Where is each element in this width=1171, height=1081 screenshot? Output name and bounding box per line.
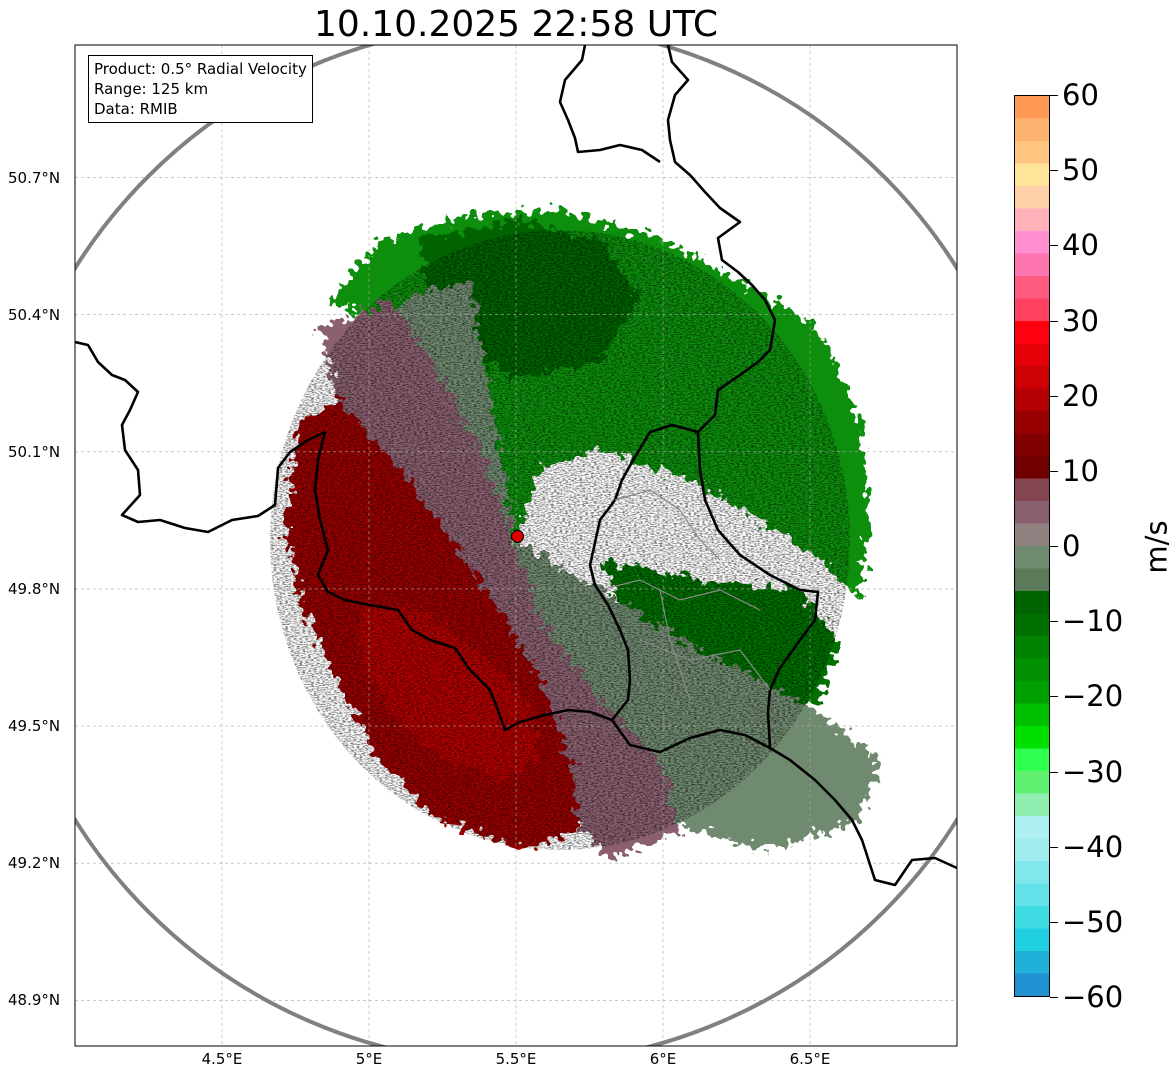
colorbar-tick-label: −30 bbox=[1062, 754, 1124, 789]
colorbar-tick-mark bbox=[1050, 846, 1058, 848]
colorbar-tick-label: 0 bbox=[1062, 529, 1081, 563]
admin-borders bbox=[599, 489, 771, 701]
colorbar-tick-label: 60 bbox=[1062, 78, 1099, 112]
colorbar-tick-label: 20 bbox=[1062, 378, 1099, 413]
colorbar-tick-label: 50 bbox=[1062, 153, 1099, 188]
echo-speckle bbox=[270, 230, 850, 850]
colorbar-tick-mark bbox=[1050, 921, 1058, 923]
colorbar-tick-mark bbox=[1050, 621, 1058, 623]
lon-label: 5°E bbox=[355, 1050, 383, 1068]
colorbar-tick-label: −60 bbox=[1062, 980, 1124, 1014]
colorbar-tick-mark bbox=[1050, 997, 1058, 998]
radar-site-marker[interactable] bbox=[510, 529, 525, 543]
info-data-source: Data: RMIB bbox=[94, 100, 178, 118]
border-germany-south bbox=[696, 431, 820, 749]
map-title: 10.10.2025 22:58 UTC bbox=[313, 4, 719, 45]
plot-frame bbox=[74, 44, 958, 1047]
colorbar-tick-mark bbox=[1050, 546, 1058, 547]
colorbar-tick-mark bbox=[1050, 771, 1058, 773]
lat-label: 48.9°N bbox=[8, 991, 61, 1010]
colorbar-tick-label: −20 bbox=[1062, 679, 1124, 714]
border-france-belgium-west bbox=[75, 340, 326, 534]
lat-label: 49.5°N bbox=[8, 717, 61, 736]
graticule bbox=[75, 45, 957, 1046]
lat-label: 50.7°N bbox=[8, 168, 61, 187]
colorbar-tick-mark bbox=[1050, 696, 1058, 698]
velocity-colorbar bbox=[1014, 95, 1050, 997]
lon-label: 6°E bbox=[649, 1050, 677, 1068]
lat-label: 50.4°N bbox=[8, 305, 61, 324]
colorbar-tick-label: 40 bbox=[1062, 228, 1099, 263]
info-range: Range: 125 km bbox=[94, 80, 209, 98]
colorbar-tick-mark bbox=[1050, 470, 1058, 472]
lat-label: 49.2°N bbox=[8, 854, 61, 873]
lon-label: 4.5°E bbox=[201, 1050, 243, 1068]
colorbar-tick-label: −10 bbox=[1062, 604, 1124, 639]
border-luxembourg-east bbox=[588, 45, 777, 721]
colorbar-tick-mark bbox=[1050, 245, 1058, 247]
colorbar-tick-label: 30 bbox=[1062, 303, 1099, 338]
colorbar-tick-label: 10 bbox=[1062, 453, 1099, 488]
border-belgium-luxembourg-france bbox=[313, 431, 957, 887]
lon-label: 6.5°E bbox=[789, 1050, 831, 1068]
product-info-box: Product: 0.5° Radial Velocity Range: 125… bbox=[88, 55, 313, 123]
colorbar-tick-mark bbox=[1050, 170, 1058, 172]
lat-label: 49.8°N bbox=[8, 579, 61, 598]
colorbar-tick-label: −40 bbox=[1062, 829, 1124, 864]
border-netherlands-north bbox=[558, 45, 661, 164]
colorbar-tick-mark bbox=[1050, 320, 1058, 322]
lat-label: 50.1°N bbox=[8, 442, 61, 461]
lon-label: 5.5°E bbox=[495, 1050, 537, 1068]
colorbar-tick-mark bbox=[1050, 95, 1058, 96]
info-product: Product: 0.5° Radial Velocity bbox=[94, 60, 307, 78]
colorbar-tick-mark bbox=[1050, 395, 1058, 397]
colorbar-tick-label: −50 bbox=[1062, 904, 1124, 939]
colorbar-unit-label: m/s bbox=[1139, 520, 1171, 574]
country-borders bbox=[75, 45, 957, 887]
